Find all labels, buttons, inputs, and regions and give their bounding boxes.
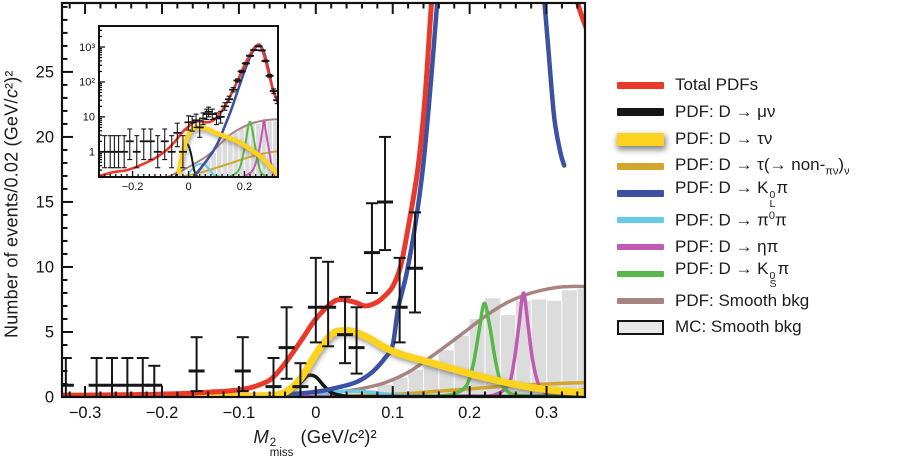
svg-text:0: 0 xyxy=(185,181,191,193)
x-axis-title-mid: (GeV/ xyxy=(295,426,349,447)
legend-swatch-1 xyxy=(617,108,664,117)
svg-text:0.2: 0.2 xyxy=(458,404,481,422)
svg-text:0: 0 xyxy=(311,404,320,422)
x-axis-title: M 2 miss (GeV/c²)² xyxy=(165,426,465,457)
svg-text:20: 20 xyxy=(36,129,54,147)
legend-swatch-8 xyxy=(617,297,664,304)
svg-text:10: 10 xyxy=(36,259,54,277)
svg-text:1: 1 xyxy=(89,147,95,159)
legend-label-8: PDF: Smooth bkg xyxy=(675,290,810,310)
inset-plot-series-pdf-tau-nonpinu xyxy=(181,150,278,177)
legend-item-1: PDF: D → μν xyxy=(617,99,850,126)
svg-text:−0.3: −0.3 xyxy=(69,404,102,422)
legend-label-1: PDF: D → μν xyxy=(675,102,776,122)
svg-text:0.3: 0.3 xyxy=(535,404,558,422)
x-axis-title-m: M xyxy=(253,426,269,447)
legend-label-2: PDF: D → τν xyxy=(675,129,773,149)
legend-swatch-4 xyxy=(617,189,664,197)
legend-swatch-5 xyxy=(617,216,664,223)
y-axis-title: Number of events/0.02 (GeV/c ²)² xyxy=(0,8,27,400)
legend-swatch-7 xyxy=(617,270,664,277)
svg-text:−0.2: −0.2 xyxy=(122,181,144,193)
svg-text:−0.1: −0.1 xyxy=(223,404,256,422)
legend-swatch-6 xyxy=(617,243,664,250)
x-axis-title-sup: 2 xyxy=(269,437,277,449)
legend-swatch-2 xyxy=(617,132,664,146)
legend-item-8: PDF: Smooth bkg xyxy=(617,287,850,314)
svg-text:−0.2: −0.2 xyxy=(146,404,179,422)
legend-label-5: PDF: D → π0π xyxy=(675,209,787,230)
inset-plot-series-pdf-kspi xyxy=(229,120,268,177)
svg-text:15: 15 xyxy=(36,194,54,212)
y-axis-title-text: Number of events/0.02 (GeV/ xyxy=(1,98,22,338)
svg-text:25: 25 xyxy=(36,64,54,82)
legend-label-0: Total PDFs xyxy=(675,75,759,95)
inset-plot: −0.2 0 0.2 1 10 10² 10³ xyxy=(79,25,279,193)
legend-label-9: MC: Smooth bkg xyxy=(675,317,802,337)
legend-swatch-9 xyxy=(617,319,664,335)
x-axis-title-supsub: 2 miss xyxy=(269,437,294,457)
legend-item-9: MC: Smooth bkg xyxy=(617,314,850,341)
svg-text:10³: 10³ xyxy=(79,42,95,54)
x-axis-title-sub: miss xyxy=(269,446,294,457)
legend-item-5: PDF: D → π0π xyxy=(617,206,850,233)
legend-label-3: PDF: D → τ(→ non-πν)ν xyxy=(675,154,850,178)
svg-text:0.1: 0.1 xyxy=(381,404,404,422)
inset-plot-content xyxy=(99,43,278,177)
main-plot-data-points xyxy=(62,135,424,397)
x-axis-title-c: c xyxy=(348,426,359,447)
legend: Total PDFs PDF: D → μν PDF: D → τν PDF: D →… xyxy=(617,72,850,341)
legend-item-0: Total PDFs xyxy=(617,72,850,99)
svg-text:0: 0 xyxy=(45,389,54,407)
legend-item-2: PDF: D → τν xyxy=(617,126,850,153)
y-axis-title-end: ²)² xyxy=(1,70,22,89)
inset-plot-tick-labels: −0.2 0 0.2 1 10 10² 10³ xyxy=(79,42,252,193)
legend-item-6: PDF: D → ηπ xyxy=(617,233,850,260)
legend-swatch-0 xyxy=(617,81,664,89)
legend-item-3: PDF: D → τ(→ non-πν)ν xyxy=(617,153,850,180)
svg-text:10²: 10² xyxy=(79,77,95,89)
legend-swatch-3 xyxy=(617,162,664,170)
inset-plot-series-pdf-taunu xyxy=(176,124,278,177)
y-axis-title-c: c xyxy=(1,88,22,99)
x-axis-title-end: ²)² xyxy=(358,426,377,447)
legend-label-6: PDF: D → ηπ xyxy=(675,236,779,256)
svg-text:5: 5 xyxy=(45,324,54,342)
svg-text:0.2: 0.2 xyxy=(237,181,252,193)
svg-text:10: 10 xyxy=(83,112,95,124)
